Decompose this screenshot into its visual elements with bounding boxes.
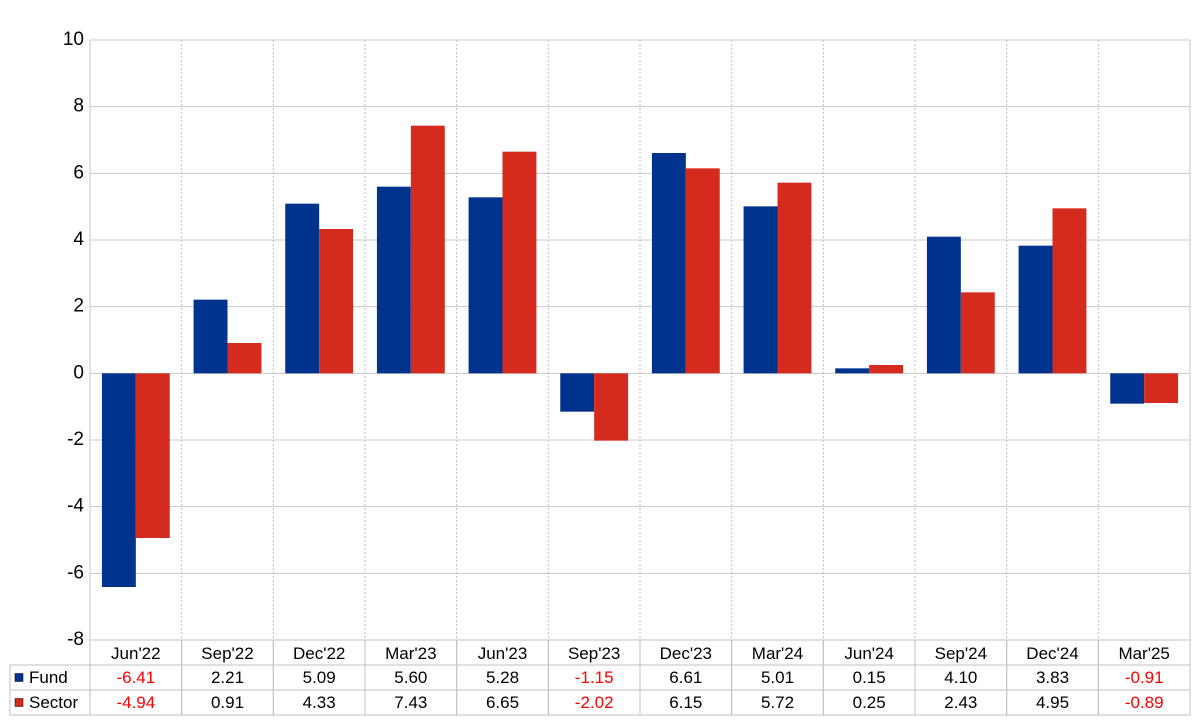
bar	[560, 373, 595, 412]
bar	[960, 292, 995, 374]
bar	[285, 203, 320, 374]
value-label: 0.91	[211, 693, 244, 712]
bar	[1052, 208, 1087, 374]
bar	[376, 186, 411, 374]
y-tick-label: 0	[73, 362, 84, 383]
value-label: 6.65	[486, 693, 519, 712]
bar	[594, 373, 629, 441]
bar	[777, 182, 812, 374]
bar	[869, 365, 904, 374]
legend-label: Sector	[29, 693, 78, 712]
legend-label: Fund	[29, 668, 68, 687]
x-tick-label: Jun'22	[111, 644, 161, 663]
bar	[1144, 373, 1179, 403]
legend-swatch	[14, 673, 24, 682]
y-tick-label: 4	[73, 229, 84, 250]
bar	[502, 151, 537, 374]
value-label: 5.01	[761, 668, 794, 687]
x-tick-label: Dec'22	[293, 644, 345, 663]
y-tick-label: 8	[73, 96, 84, 117]
bar	[468, 197, 503, 374]
bar	[319, 229, 354, 374]
value-label: 5.28	[486, 668, 519, 687]
x-tick-label: Sep'24	[935, 644, 987, 663]
value-label: -2.02	[575, 693, 614, 712]
bar	[227, 343, 262, 374]
bar	[135, 373, 170, 538]
bar	[926, 236, 961, 374]
x-tick-label: Mar'24	[752, 644, 803, 663]
value-label: 4.95	[1036, 693, 1069, 712]
value-label: -0.89	[1125, 693, 1164, 712]
value-label: 5.60	[394, 668, 427, 687]
value-label: -6.41	[116, 668, 155, 687]
value-label: 0.25	[853, 693, 886, 712]
value-label: 7.43	[394, 693, 427, 712]
y-tick-label: 2	[73, 296, 84, 317]
bar	[685, 168, 720, 374]
value-label: 2.21	[211, 668, 244, 687]
x-tick-label: Jun'23	[478, 644, 528, 663]
bar	[1110, 373, 1145, 404]
y-tick-label: -6	[67, 562, 84, 583]
x-tick-label: Sep'22	[201, 644, 253, 663]
bar	[193, 299, 228, 374]
x-tick-label: Mar'25	[1118, 644, 1169, 663]
value-label: -1.15	[575, 668, 614, 687]
value-label: 6.61	[669, 668, 702, 687]
y-tick-label: -4	[67, 496, 84, 517]
value-label: 5.09	[303, 668, 336, 687]
y-tick-label: -2	[67, 429, 84, 450]
x-tick-label: Jun'24	[844, 644, 894, 663]
table-cell	[1097, 689, 1191, 716]
bar	[1018, 245, 1053, 374]
y-tick-label: 10	[63, 29, 84, 50]
value-label: -0.91	[1125, 668, 1164, 687]
legend-swatch	[14, 698, 24, 707]
value-label: 6.15	[669, 693, 702, 712]
value-label: 0.15	[853, 668, 886, 687]
bar	[101, 373, 136, 587]
value-label: -4.94	[116, 693, 155, 712]
value-label: 2.43	[944, 693, 977, 712]
bar	[743, 206, 778, 374]
bar	[410, 125, 445, 374]
value-label: 4.10	[944, 668, 977, 687]
value-label: 4.33	[303, 693, 336, 712]
x-tick-label: Dec'24	[1026, 644, 1078, 663]
y-tick-label: -8	[67, 629, 84, 650]
bar	[835, 368, 870, 374]
bar	[651, 153, 686, 374]
y-tick-label: 6	[73, 162, 84, 183]
value-label: 3.83	[1036, 668, 1069, 687]
x-tick-label: Sep'23	[568, 644, 620, 663]
x-tick-label: Mar'23	[385, 644, 436, 663]
x-tick-label: Dec'23	[660, 644, 712, 663]
value-label: 5.72	[761, 693, 794, 712]
